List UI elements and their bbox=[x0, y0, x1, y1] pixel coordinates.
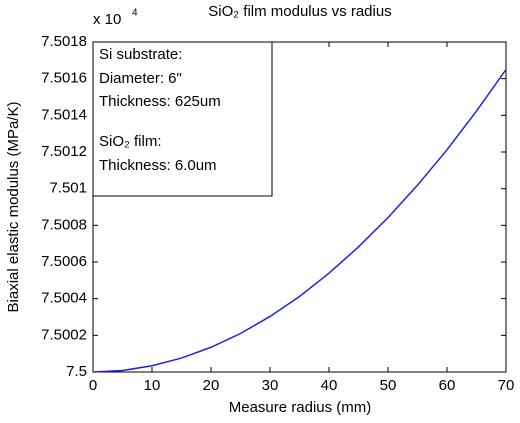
x-axis-label: Measure radius (mm) bbox=[229, 399, 372, 416]
x-tick-label: 50 bbox=[380, 377, 397, 394]
annotation-text: Diameter: 6" bbox=[99, 70, 182, 87]
y-tick-label: 7.5018 bbox=[41, 33, 87, 50]
y-tick-label: 7.5012 bbox=[41, 143, 87, 160]
x-tick-label: 30 bbox=[262, 377, 279, 394]
y-tick-label: 7.501 bbox=[49, 180, 87, 197]
x-tick-label: 10 bbox=[144, 377, 161, 394]
x-tick-label: 0 bbox=[89, 377, 97, 394]
y-tick-label: 7.5 bbox=[66, 363, 87, 380]
chart-title: SiO₂ film modulus vs radius bbox=[208, 3, 391, 20]
x-tick-label: 20 bbox=[203, 377, 220, 394]
y-multiplier: x 10 bbox=[93, 11, 121, 28]
data-line bbox=[92, 69, 507, 373]
y-tick-label: 7.5014 bbox=[41, 106, 87, 123]
annotation-box bbox=[92, 41, 273, 197]
x-tick-label: 70 bbox=[498, 377, 515, 394]
annotation-text: SiO₂ film: bbox=[99, 133, 162, 150]
y-axis-label: Biaxial elastic modulus (MPa/K) bbox=[5, 102, 22, 313]
annotation-text: Si substrate: bbox=[99, 46, 182, 63]
annotation-text: Thickness: 6.0um bbox=[99, 157, 217, 174]
y-tick-label: 7.5004 bbox=[41, 290, 87, 307]
y-tick-label: 7.5002 bbox=[41, 326, 87, 343]
y-tick-label: 7.5006 bbox=[41, 253, 87, 270]
y-tick-label: 7.5016 bbox=[41, 70, 87, 87]
x-tick-label: 60 bbox=[439, 377, 456, 394]
x-tick-label: 40 bbox=[321, 377, 338, 394]
y-tick-label: 7.5008 bbox=[41, 216, 87, 233]
y-multiplier-exponent: 4 bbox=[132, 8, 138, 19]
annotation-text: Thickness: 625um bbox=[99, 93, 221, 110]
